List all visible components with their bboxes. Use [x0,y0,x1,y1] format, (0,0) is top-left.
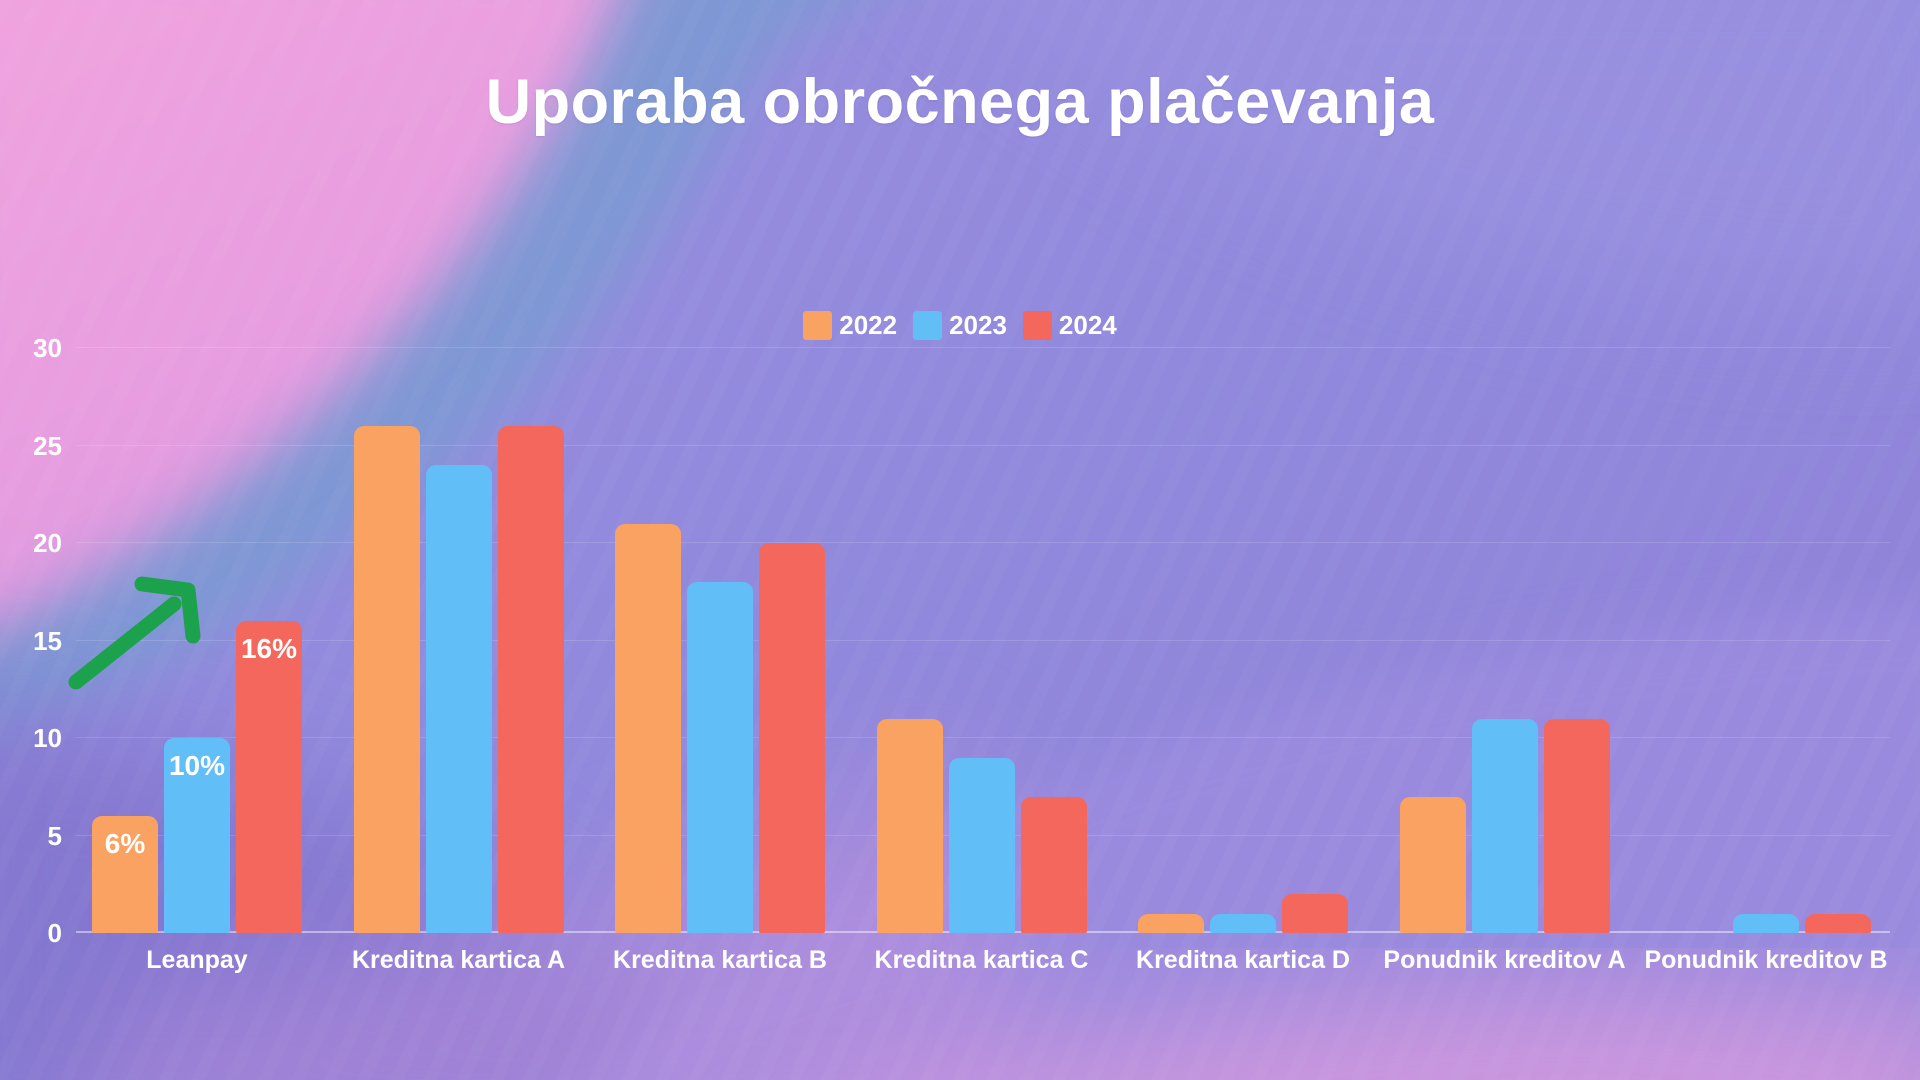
x-axis-label: Ponudnik kreditov B [1644,946,1888,974]
x-axis-label: Kreditna kartica B [613,946,827,974]
bar-2022-kreditna-kartica-a [353,426,420,933]
bar-value-label: 10% [168,750,226,781]
growth-arrow-icon [68,576,201,690]
gridline [76,542,1890,543]
gridline [76,639,1890,641]
legend-label: 2024 [1058,310,1117,340]
page-title: Uporaba obročnega plačevanja [485,67,1435,137]
legend: 2022 2023 2024 [0,310,1920,341]
y-tick-label: 0 [47,918,62,948]
bar-value-label: 6% [104,828,146,859]
legend-swatch-icon [803,311,833,340]
y-tick-label: 30 [33,333,62,363]
bar-2024-kreditna-kartica-d [1282,894,1348,933]
plot-area: 6% 10% 16% Leanpay Kreditna kartica A Kreditn… [76,347,1890,974]
bar-2024-kreditna-kartica-c [1020,796,1087,933]
bar-2023-kreditna-kartica-c [948,757,1015,933]
bar-2023-kreditna-kartica-a [425,465,492,933]
bar-2023-kreditna-kartica-b [687,582,753,933]
legend-item-2022: 2022 [803,310,897,341]
legend-swatch-icon [913,311,943,340]
legend-item-2023: 2023 [913,310,1007,341]
legend-swatch-icon [1022,311,1052,340]
bar-2024-kreditna-kartica-a [497,426,564,933]
bar-value-label: 16% [240,633,298,664]
x-axis-label: Ponudnik kreditov A [1383,946,1626,974]
y-tick-label: 20 [33,528,62,558]
bar-2023-ponudnik-kreditov-a [1471,718,1538,933]
bar-2022-kreditna-kartica-c [876,718,943,933]
bar-2022-kreditna-kartica-b [615,523,681,933]
bar-2023-ponudnik-kreditov-b [1733,913,1799,933]
bar-2024-ponudnik-kreditov-b [1805,913,1871,933]
y-tick-label: 10 [33,723,62,753]
x-axis-label: Kreditna kartica C [874,946,1089,974]
x-axis-label: Leanpay [146,946,248,974]
bar-2022-kreditna-kartica-d [1138,913,1204,933]
bar-2024-ponudnik-kreditov-a [1543,718,1610,933]
y-tick-label: 15 [33,625,62,656]
gridline [76,444,1890,446]
legend-item-2024: 2024 [1022,310,1117,341]
bar-2022-ponudnik-kreditov-a [1399,796,1466,933]
y-tick-label: 25 [33,430,62,461]
bar-2024-kreditna-kartica-b [759,543,825,933]
gridline [76,347,1890,348]
bar-2023-leanpay: 10% [164,738,230,933]
bar-2023-kreditna-kartica-d [1210,913,1276,933]
y-tick-label: 5 [47,820,62,851]
bar-2024-leanpay: 16% [236,621,302,933]
x-axis-label: Kreditna kartica A [351,946,566,974]
gridline [76,737,1890,738]
legend-label: 2022 [839,310,898,340]
x-axis-label: Kreditna kartica D [1136,946,1350,974]
legend-label: 2023 [949,310,1007,340]
bar-2022-leanpay: 6% [92,816,158,933]
